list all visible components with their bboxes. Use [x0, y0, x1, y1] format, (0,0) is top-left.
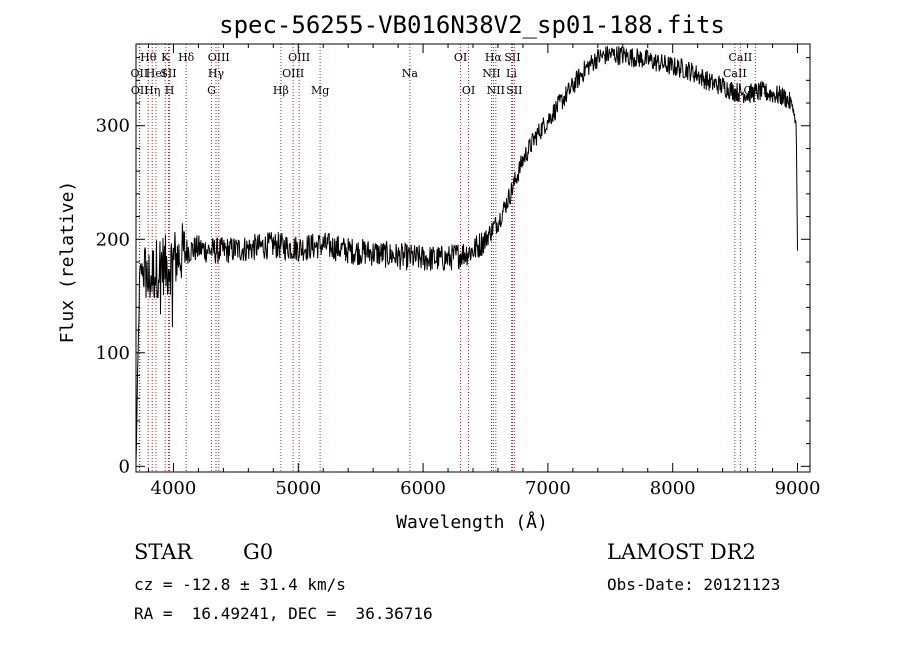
spectral-line-label: G: [207, 84, 216, 97]
x-tick-label: 5000: [275, 478, 321, 499]
chart-title: spec-56255-VB016N38V2_sp01-188.fits: [219, 11, 725, 39]
x-tick-label: 9000: [775, 478, 821, 499]
coordinates-text: RA = 16.49241, DEC = 36.36716: [134, 604, 433, 623]
spectral-line-label: SII: [160, 67, 176, 80]
y-tick-label: 200: [96, 229, 130, 250]
y-tick-label: 100: [96, 343, 130, 364]
spectral-line-label: CaII: [723, 67, 747, 80]
spectrum-line: [135, 45, 798, 463]
spectral-line-label: OIII: [282, 67, 304, 80]
spectral-line-label: Hγ: [208, 67, 225, 80]
spectral-line-label: Hδ: [178, 51, 195, 64]
spectral-line-label: CaII: [729, 51, 753, 64]
spectral-line-label: OIII: [208, 51, 230, 64]
spectral-line-label: OI: [454, 51, 467, 64]
x-tick-label: 6000: [400, 478, 446, 499]
spectral-line-label: HeI: [146, 67, 166, 80]
spectral-line-label: Mg: [311, 84, 329, 97]
x-tick-label: 4000: [151, 478, 197, 499]
spectral-line-label: Hα: [485, 51, 503, 64]
spectral-line-label: Na: [402, 67, 419, 80]
spectral-line-label: SII: [504, 51, 520, 64]
object-class: STAR: [134, 540, 193, 564]
y-tick-label: 300: [96, 116, 130, 137]
spectral-line-label: K: [161, 51, 170, 64]
y-tick-label: 0: [119, 456, 130, 477]
spectral-line-label: OII: [131, 84, 149, 97]
obs-date-text: Obs-Date: 20121123: [607, 575, 781, 594]
object-subclass: G0: [243, 540, 274, 564]
spectral-line-label: SII: [506, 84, 522, 97]
redshift-text: cz = -12.8 ± 31.4 km/s: [134, 575, 346, 594]
spectral-line-label: NII: [482, 67, 500, 80]
y-axis-label: Flux (relative): [57, 181, 78, 344]
spectral-line-label: OI: [462, 84, 475, 97]
spectral-line-label: NII: [487, 84, 505, 97]
survey-name: LAMOST DR2: [607, 540, 756, 564]
spectral-line-label: OII: [131, 67, 149, 80]
spectral-line-label: Li: [506, 67, 517, 80]
spectral-line-label: OIII: [288, 51, 310, 64]
spectral-line-label: Hη: [144, 84, 160, 97]
plot-frame: [135, 43, 811, 473]
axes-layer: 4000 5000 6000 7000 8000 9000 0 100 200 300: [96, 44, 821, 499]
spectrum-chart: spec-56255-VB016N38V2_sp01-188.fits Hθ OI…: [57, 11, 821, 533]
x-axis-label: Wavelength (Å): [396, 511, 548, 533]
spectral-line-label: Hθ: [140, 51, 157, 64]
spectral-line-label: H: [165, 84, 175, 97]
x-tick-label: 8000: [650, 478, 696, 499]
x-tick-label: 7000: [525, 478, 571, 499]
spectral-line-label: Hβ: [273, 84, 289, 97]
